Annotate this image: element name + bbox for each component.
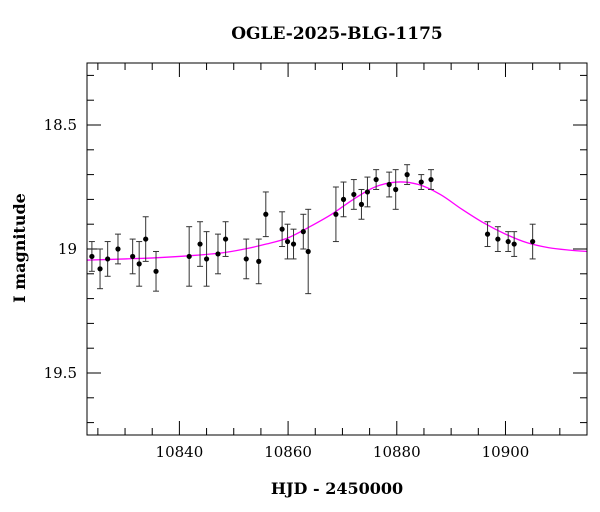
y-axis-label: I magnitude	[10, 193, 29, 303]
data-point	[130, 253, 136, 260]
data-point	[243, 256, 249, 262]
data-point	[215, 251, 221, 257]
data-point	[358, 201, 365, 207]
data-point	[197, 241, 203, 247]
data-point	[333, 211, 339, 217]
data-point	[105, 256, 111, 262]
chart-title: OGLE-2025-BLG-1175	[231, 24, 443, 44]
y-tick-label: 19	[58, 240, 77, 258]
data-point	[222, 236, 229, 242]
data-point	[89, 253, 95, 260]
data-point	[393, 186, 399, 193]
x-tick-label: 10880	[373, 443, 421, 461]
data-point	[484, 231, 491, 237]
plot-frame	[86, 62, 588, 436]
data-point	[143, 236, 149, 242]
data-point	[263, 211, 269, 217]
data-point	[153, 268, 159, 274]
data-point	[505, 238, 511, 245]
data-point	[115, 246, 121, 252]
data-point	[495, 236, 501, 242]
model-curve-layer	[87, 181, 587, 261]
data-point	[300, 229, 306, 235]
x-axis-label: HJD - 2450000	[271, 479, 403, 498]
x-tick-label: 10900	[482, 443, 530, 461]
data-point	[404, 172, 410, 178]
data-point	[305, 248, 311, 255]
data-point	[290, 241, 297, 247]
x-tick-label: 10860	[264, 443, 312, 461]
data-point	[373, 176, 379, 183]
data-point	[530, 238, 536, 245]
x-tick-label: 10840	[156, 443, 204, 461]
axis-ticks: 10840 10860 10880 10900 18.5 19 19.5	[44, 63, 588, 461]
data-point	[364, 189, 371, 195]
data-point	[97, 266, 103, 272]
data-point	[428, 176, 434, 183]
data-point	[284, 238, 291, 245]
y-tick-label: 19.5	[44, 364, 77, 382]
data-point	[418, 179, 424, 185]
data-point	[511, 241, 517, 247]
model-curve	[87, 181, 587, 261]
data-points-layer	[88, 164, 536, 295]
data-point	[256, 258, 262, 264]
y-tick-label: 18.5	[44, 116, 77, 134]
data-point	[340, 196, 347, 202]
data-point	[136, 261, 142, 267]
data-point	[186, 253, 192, 260]
data-point	[386, 181, 392, 188]
data-point	[279, 226, 285, 232]
data-point	[351, 191, 357, 198]
data-point	[203, 256, 210, 262]
